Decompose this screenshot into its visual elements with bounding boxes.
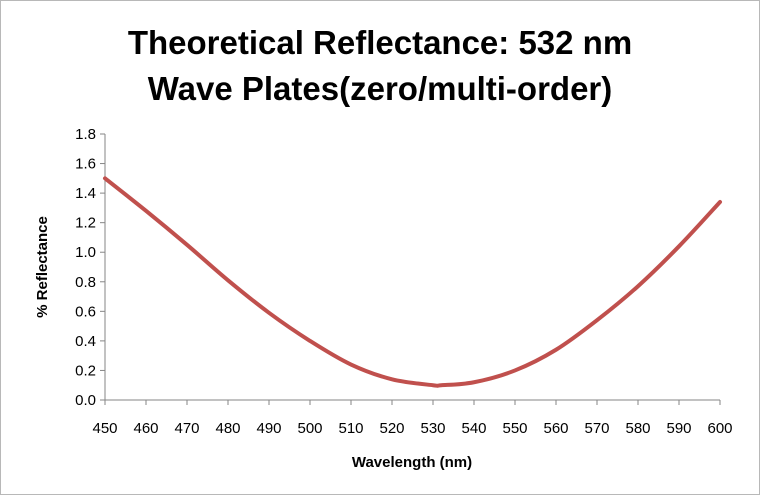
y-axis-title: % Reflectance — [34, 216, 51, 318]
series-line-0 — [103, 176, 722, 388]
x-tick-label: 470 — [174, 420, 199, 437]
y-tick-label: 1.6 — [75, 156, 96, 173]
x-tick-label: 570 — [584, 420, 609, 437]
x-tick-label: 550 — [502, 420, 527, 437]
chart-title-line-2: Wave Plates(zero/multi-order) — [147, 70, 613, 107]
x-tick-label: 540 — [461, 420, 486, 437]
x-tick-label: 500 — [297, 420, 322, 437]
x-tick-label: 600 — [707, 420, 732, 437]
y-tick-label: 1.2 — [75, 215, 96, 232]
x-tick-label: 450 — [92, 420, 117, 437]
y-tick-label: 0.0 — [75, 392, 96, 409]
x-tick-label: 590 — [666, 420, 691, 437]
x-tick-label: 490 — [256, 420, 281, 437]
y-tick-label: 0.8 — [75, 274, 96, 291]
y-tick-label: 0.4 — [75, 333, 96, 350]
x-tick-label: 580 — [625, 420, 650, 437]
y-tick-label: 1.0 — [75, 244, 96, 261]
x-tick-label: 520 — [379, 420, 404, 437]
chart-title-line-1: Theoretical Reflectance: 532 nm — [127, 24, 633, 61]
x-tick-label: 560 — [543, 420, 568, 437]
x-tick-label: 460 — [133, 420, 158, 437]
x-tick-label: 480 — [215, 420, 240, 437]
chart-title: Theoretical Reflectance: 532 nm Wave Pla… — [0, 20, 760, 112]
y-tick-label: 0.6 — [75, 303, 96, 320]
y-tick-label: 1.8 — [75, 126, 96, 143]
x-axis-title: Wavelength (nm) — [352, 454, 472, 471]
x-tick-label: 530 — [420, 420, 445, 437]
y-tick-label: 1.4 — [75, 185, 96, 202]
x-tick-label: 510 — [338, 420, 363, 437]
y-tick-label: 0.2 — [75, 362, 96, 379]
